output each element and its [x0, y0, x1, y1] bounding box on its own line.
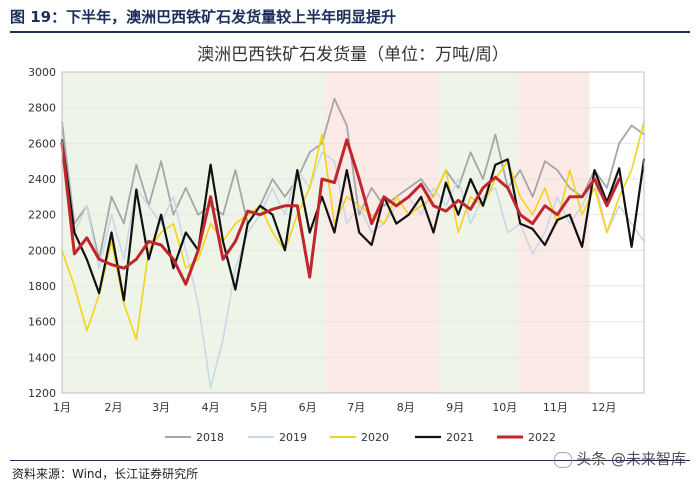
watermark-icon: [554, 451, 573, 468]
x-tick-6: 6月: [299, 401, 317, 414]
x-tick-5: 5月: [250, 401, 268, 414]
x-tick-11: 11月: [543, 401, 568, 414]
x-tick-2: 2月: [105, 401, 123, 414]
background-bands: [62, 72, 590, 393]
figure-label: 图 19：下半年，澳洲巴西铁矿石发货量较上半年明显提升: [10, 8, 397, 26]
legend-label-2022: 2022: [528, 431, 556, 444]
series-line-2021: [60, 138, 646, 302]
band-3-red: [517, 72, 590, 393]
legend-label-2021: 2021: [446, 431, 474, 444]
legend-label-2018: 2018: [196, 431, 224, 444]
legend-label-2019: 2019: [279, 431, 307, 444]
y-tick-2800: 2800: [28, 102, 56, 115]
series-lines: [60, 97, 646, 389]
y-tick-1800: 1800: [28, 280, 56, 293]
source-note: 资料来源：Wind，长江证券研究所: [12, 467, 199, 481]
band-2-green: [438, 72, 518, 393]
y-tick-2600: 2600: [28, 137, 56, 150]
y-tick-1600: 1600: [28, 316, 56, 329]
x-tick-7: 7月: [347, 401, 365, 414]
chart-title: 澳洲巴西铁矿石发货量（单位：万吨/周）: [197, 45, 509, 65]
plot-frame: [61, 71, 645, 394]
y-tick-1200: 1200: [28, 387, 56, 400]
legend: 2018 2019 2020 2021 2022: [165, 431, 556, 444]
footer-rule: [10, 460, 690, 461]
y-tick-3000: 3000: [28, 66, 56, 79]
chart: 1200 1400 1600 1800 2000 2200 2400 2600 2800 3000…: [28, 45, 646, 444]
y-tick-1400: 1400: [28, 351, 56, 364]
series-line-2018: [61, 97, 645, 261]
y-tick-2200: 2200: [28, 209, 56, 222]
x-tick-4: 4月: [202, 401, 220, 414]
y-tick-2400: 2400: [28, 173, 56, 186]
x-tick-10: 10月: [492, 401, 517, 414]
x-tick-12: 12月: [591, 401, 616, 414]
header-rule: [10, 31, 690, 33]
x-tick-9: 9月: [446, 401, 464, 414]
x-tick-3: 3月: [152, 401, 170, 414]
x-tick-labels: 1月 2月 3月 4月 5月 6月 7月 8月 9月 10月 11月 12月: [53, 401, 616, 414]
y-tick-2000: 2000: [28, 244, 56, 257]
x-tick-1: 1月: [53, 401, 71, 414]
legend-label-2020: 2020: [361, 431, 389, 444]
band-0-green: [62, 72, 325, 393]
y-tick-labels: 1200 1400 1600 1800 2000 2200 2400 2600 2800 3000: [28, 66, 56, 400]
x-tick-8: 8月: [397, 401, 415, 414]
series-line-2022: [60, 138, 621, 286]
watermark: 头条 @未来智库: [554, 448, 686, 469]
band-1-red: [324, 72, 439, 393]
figure-header: 图 19：下半年，澳洲巴西铁矿石发货量较上半年明显提升: [10, 6, 690, 33]
watermark-text: 头条 @未来智库: [576, 450, 686, 468]
